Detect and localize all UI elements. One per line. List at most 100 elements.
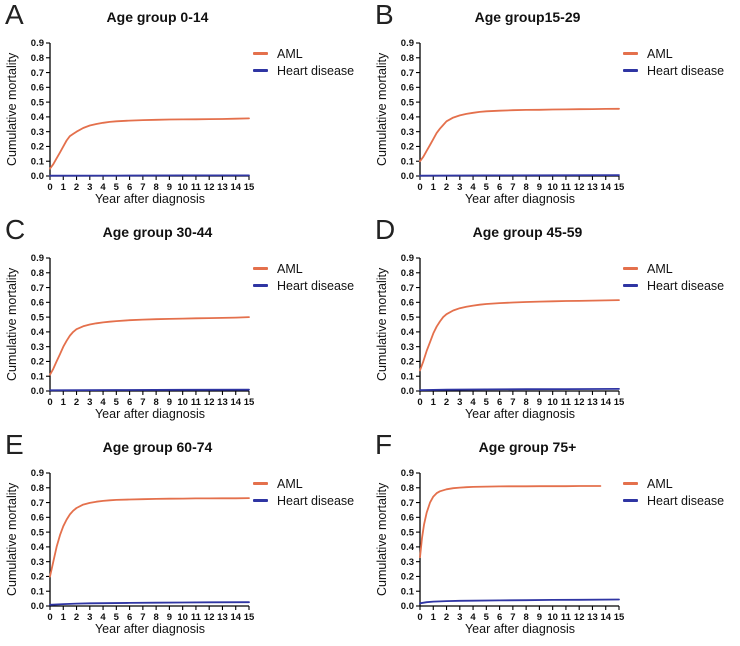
chart-title-c: Age group 30-44	[102, 224, 213, 240]
aml-line-icon	[253, 482, 268, 485]
svg-text:14: 14	[230, 182, 241, 193]
svg-text:10: 10	[177, 397, 188, 408]
svg-text:15: 15	[244, 397, 255, 408]
svg-text:2: 2	[444, 612, 449, 623]
svg-text:6: 6	[497, 397, 502, 408]
legend-label-aml: AML	[647, 46, 673, 61]
legend-label-heart: Heart disease	[647, 278, 725, 293]
svg-text:0: 0	[417, 612, 422, 623]
svg-text:0.2: 0.2	[401, 572, 414, 583]
legend-row-heart: Heart disease	[253, 62, 354, 79]
svg-text:0.2: 0.2	[31, 572, 44, 583]
svg-text:5: 5	[114, 397, 120, 408]
svg-text:0.9: 0.9	[401, 253, 414, 264]
svg-text:0.4: 0.4	[401, 542, 415, 553]
svg-text:0.8: 0.8	[31, 268, 44, 279]
chart-title-a: Age group 0-14	[106, 9, 209, 25]
legend: AML Heart disease	[623, 45, 724, 79]
svg-text:0.4: 0.4	[31, 327, 45, 338]
x-axis-label: Year after diagnosis	[94, 407, 206, 421]
svg-text:0.6: 0.6	[31, 513, 44, 524]
svg-text:0.3: 0.3	[31, 127, 44, 138]
svg-text:0.9: 0.9	[401, 38, 414, 49]
heart-line-icon	[623, 69, 638, 72]
svg-text:0.8: 0.8	[401, 483, 414, 494]
legend-label-aml: AML	[647, 261, 673, 276]
chart-plot-a: 0.00.10.20.30.40.50.60.70.80.90 1 2 3 4 5 6 7 8 9…	[31, 38, 255, 193]
svg-text:15: 15	[614, 612, 625, 623]
legend-label-heart: Heart disease	[647, 63, 725, 78]
svg-text:13: 13	[217, 397, 228, 408]
svg-text:6: 6	[127, 612, 132, 623]
svg-text:0.0: 0.0	[31, 601, 44, 612]
svg-text:0.2: 0.2	[401, 357, 414, 368]
legend-label-aml: AML	[277, 46, 303, 61]
svg-text:0.3: 0.3	[31, 557, 44, 568]
svg-text:0.4: 0.4	[31, 112, 45, 123]
legend-label-heart: Heart disease	[277, 63, 355, 78]
chart-plot-b: 0.00.10.20.30.40.50.60.70.80.90 1 2 3 4 5 6 7 8 9…	[401, 38, 625, 193]
svg-text:0.4: 0.4	[401, 112, 415, 123]
panel-letter-b: B	[375, 0, 394, 30]
svg-text:3: 3	[87, 397, 92, 408]
heart-line-icon	[623, 284, 638, 287]
svg-text:3: 3	[457, 397, 462, 408]
svg-text:10: 10	[547, 612, 558, 623]
svg-text:5: 5	[114, 612, 120, 623]
svg-text:0: 0	[417, 182, 422, 193]
svg-text:0.1: 0.1	[31, 586, 45, 597]
svg-text:9: 9	[167, 612, 172, 623]
svg-text:0.5: 0.5	[401, 527, 415, 538]
legend: AML Heart disease	[253, 260, 354, 294]
svg-text:5: 5	[114, 182, 120, 193]
panel-letter-f: F	[375, 430, 393, 460]
legend-row-heart: Heart disease	[623, 492, 724, 509]
panel-letter-e: E	[5, 430, 24, 460]
svg-text:0.5: 0.5	[31, 97, 45, 108]
chart-title-b: Age group15-29	[474, 9, 581, 25]
panel-d: D Age group 45-59 Cumulative mortality 0…	[370, 215, 740, 430]
svg-text:8: 8	[523, 612, 528, 623]
svg-text:0.7: 0.7	[401, 283, 414, 294]
panel-letter-d: D	[375, 215, 396, 245]
svg-text:0.0: 0.0	[31, 386, 44, 397]
svg-text:7: 7	[140, 182, 145, 193]
svg-text:4: 4	[100, 612, 106, 623]
svg-text:13: 13	[587, 182, 598, 193]
svg-text:0.2: 0.2	[31, 142, 44, 153]
svg-text:0.5: 0.5	[31, 312, 45, 323]
svg-text:4: 4	[470, 182, 476, 193]
chart-title-f: Age group 75+	[478, 439, 577, 455]
svg-text:0.7: 0.7	[31, 498, 44, 509]
svg-text:2: 2	[74, 612, 79, 623]
svg-text:9: 9	[537, 612, 542, 623]
svg-text:9: 9	[167, 397, 172, 408]
svg-text:0.9: 0.9	[31, 38, 44, 49]
svg-text:10: 10	[547, 397, 558, 408]
chart-plot-d: 0.00.10.20.30.40.50.60.70.80.90 1 2 3 4 5 6 7 8 9…	[401, 253, 625, 408]
svg-text:11: 11	[191, 612, 202, 623]
panel-letter-a: A	[5, 0, 24, 30]
svg-text:6: 6	[497, 612, 502, 623]
svg-text:0.3: 0.3	[31, 342, 44, 353]
svg-text:0.6: 0.6	[31, 83, 44, 94]
svg-text:8: 8	[153, 182, 158, 193]
svg-text:12: 12	[574, 397, 585, 408]
svg-text:0.4: 0.4	[31, 542, 45, 553]
svg-text:0: 0	[47, 612, 52, 623]
svg-text:0: 0	[47, 182, 52, 193]
svg-text:7: 7	[510, 612, 515, 623]
heart-line-icon	[253, 284, 268, 287]
aml-line-icon	[253, 267, 268, 270]
legend: AML Heart disease	[253, 45, 354, 79]
svg-text:8: 8	[523, 182, 528, 193]
svg-text:11: 11	[561, 182, 572, 193]
svg-text:0.1: 0.1	[31, 371, 45, 382]
svg-text:7: 7	[140, 397, 145, 408]
svg-text:0.1: 0.1	[401, 586, 415, 597]
svg-text:0.4: 0.4	[401, 327, 415, 338]
svg-text:0.7: 0.7	[31, 283, 44, 294]
svg-text:6: 6	[497, 182, 502, 193]
legend-row-heart: Heart disease	[253, 492, 354, 509]
svg-text:15: 15	[244, 612, 255, 623]
